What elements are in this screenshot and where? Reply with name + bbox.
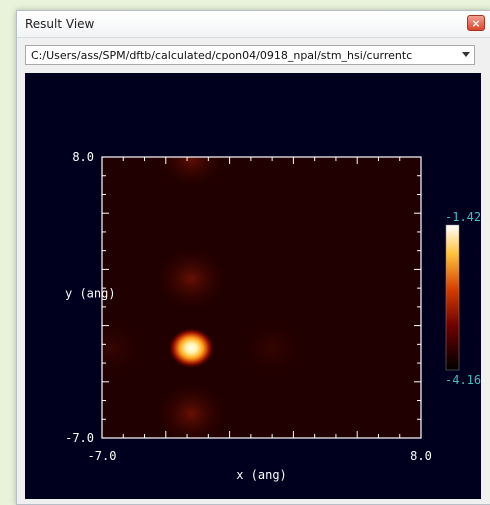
heatmap-top-edge-blob [156,157,227,190]
heatmap-features [102,157,310,438]
chevron-down-icon[interactable] [462,52,470,57]
y-tick-label-max: 8.0 [72,150,94,164]
x-axis-label: x (ang) [236,468,287,482]
colorbar [445,224,460,371]
window-title: Result View [25,17,95,31]
heatmap-center-faint [234,315,310,382]
x-tick-label-max: 8.0 [410,449,432,463]
close-icon: × [471,16,481,30]
colorbar-max-label: -1.42 [445,210,481,224]
heatmap-left-faint [102,315,148,382]
plot-frame [101,156,422,439]
title-bar[interactable]: Result View × [17,11,490,38]
plot-area: -7.0 8.0 8.0 -7.0 x (ang) y (ang) -1.42 -4.16 [25,73,481,499]
plot-background [102,157,421,438]
heatmap-main-peak [167,327,215,369]
colorbar-min-label: -4.16 [445,373,481,387]
result-view-window: Result View × C:/Users/ass/SPM/dftb/calc… [16,10,490,505]
file-path-dropdown[interactable]: C:/Users/ass/SPM/dftb/calculated/cpon04/… [25,45,475,65]
heatmap-lower-blob [153,380,229,438]
y-tick-label-min: -7.0 [65,431,94,445]
x-tick-label-min: -7.0 [88,449,117,463]
heatmap-upper-blob [153,245,229,312]
heatmap-plot: -7.0 8.0 8.0 -7.0 x (ang) y (ang) -1.42 -4.16 [65,150,481,482]
file-path-value: C:/Users/ass/SPM/dftb/calculated/cpon04/… [31,49,413,62]
y-axis-label: y (ang) [65,287,116,301]
close-button[interactable]: × [467,15,485,31]
